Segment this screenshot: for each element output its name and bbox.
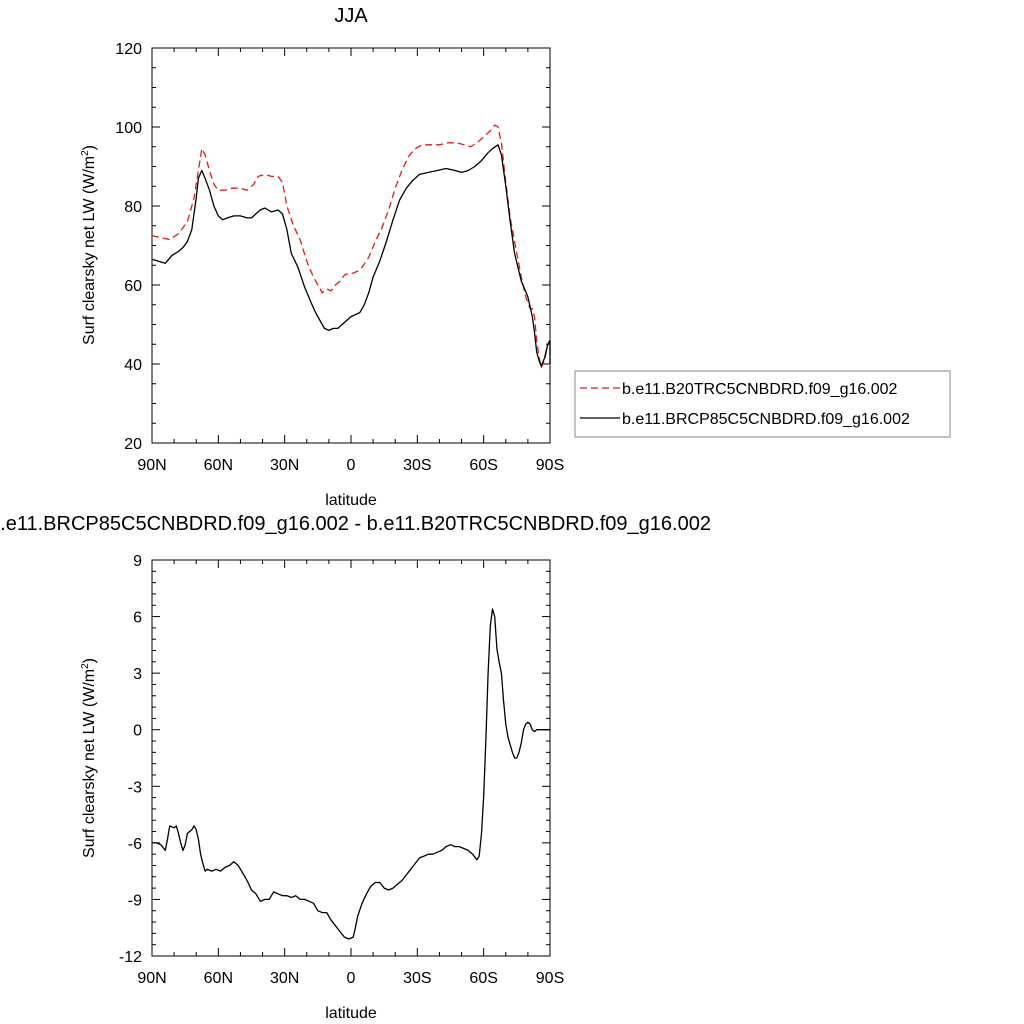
y-tick-label: 60 [124, 278, 142, 295]
x-tick-label: 90N [137, 457, 166, 474]
x-tick-label: 30N [270, 457, 299, 474]
y-tick-label: 100 [115, 120, 142, 137]
y-tick-label: -6 [128, 836, 142, 853]
top-y-axis-label-sup: 2 [80, 150, 91, 156]
x-tick-label: 90N [137, 970, 166, 987]
y-tick-label: 20 [124, 436, 142, 453]
top-x-tick-labels: 90N 60N 30N 0 30S 60S 90S [137, 457, 564, 474]
x-tick-label: 0 [347, 457, 356, 474]
bottom-x-tick-labels: 90N 60N 30N 0 30S 60S 90S [137, 970, 564, 987]
bottom-series-group [152, 608, 550, 940]
y-tick-label: -12 [119, 949, 142, 966]
x-tick-label: 30S [403, 970, 431, 987]
bottom-y-axis-label-sup: 2 [80, 663, 91, 669]
y-tick-label: 9 [133, 553, 142, 570]
y-tick-label: 6 [133, 610, 142, 627]
top-y-axis-label-main: Surf clearsky net LW (W/m [81, 156, 98, 345]
top-axis-ticks [151, 47, 551, 444]
bottom-x-axis-label: latitude [325, 1005, 377, 1022]
bottom-y-axis-label-end: ) [81, 658, 98, 663]
top-y-axis-label: Surf clearsky net LW (W/m2) [80, 145, 98, 345]
series-line-2 [151, 144, 551, 367]
x-tick-label: 0 [347, 970, 356, 987]
y-tick-label: 120 [115, 41, 142, 58]
x-tick-label: 30N [270, 970, 299, 987]
top-chart-title: JJA [334, 5, 368, 27]
y-tick-label: 3 [133, 666, 142, 683]
top-y-tick-labels: 20 40 60 80 100 120 [115, 41, 142, 453]
bottom-y-axis-label-main: Surf clearsky net LW (W/m [81, 669, 98, 858]
y-tick-label: 80 [124, 199, 142, 216]
x-tick-label: 60S [469, 457, 497, 474]
legend-box [574, 370, 951, 438]
y-tick-label: 0 [133, 723, 142, 740]
top-series-group [151, 124, 551, 369]
y-tick-label: 40 [124, 357, 142, 374]
x-tick-label: 60N [204, 970, 233, 987]
bottom-chart-title: b.e11.BRCP85C5CNBDRD.f09_g16.002 - b.e11… [0, 513, 711, 535]
y-tick-label: -3 [128, 779, 142, 796]
series-line-1 [152, 608, 550, 940]
bottom-y-axis-label: Surf clearsky net LW (W/m2) [80, 658, 98, 858]
x-tick-label: 30S [403, 457, 431, 474]
top-plot-frame [151, 47, 551, 444]
top-x-axis-label: latitude [325, 492, 377, 509]
top-y-axis-label-end: ) [81, 145, 98, 150]
x-tick-label: 90S [536, 970, 564, 987]
bottom-chart: b.e11.BRCP85C5CNBDRD.f09_g16.002 - b.e11… [0, 513, 711, 1022]
bottom-plot-frame [151, 559, 551, 957]
series-line-1 [151, 124, 551, 369]
x-tick-label: 90S [536, 457, 564, 474]
legend-label-series-2: b.e11.BRCP85C5CNBDRD.f09_g16.002 [622, 411, 910, 428]
x-tick-label: 60S [469, 970, 497, 987]
legend-label-series-1: b.e11.B20TRC5CNBDRD.f09_g16.002 [622, 381, 898, 398]
x-tick-label: 60N [204, 457, 233, 474]
bottom-y-tick-labels: -12 -9 -6 -3 0 3 6 9 [119, 553, 142, 966]
top-chart: JJA 90N 60N 30N 0 30S 60S 90S 20 40 60 80 100 120 l… [80, 5, 951, 509]
y-tick-label: -9 [128, 892, 142, 909]
bottom-axis-ticks [151, 559, 551, 957]
top-legend: b.e11.B20TRC5CNBDRD.f09_g16.002 b.e11.BR… [574, 370, 951, 438]
